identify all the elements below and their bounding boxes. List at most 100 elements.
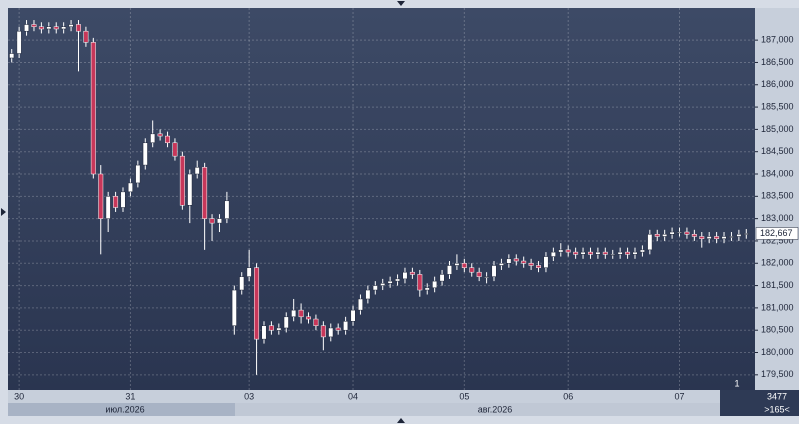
y-tick-label: 181,000 [761,302,794,312]
x-tick-label: 03 [244,391,254,401]
y-tick-label: 183,500 [761,191,794,201]
candle-body [684,231,690,235]
candle-body [395,278,401,282]
candle-body [402,271,408,280]
candle-body [469,267,475,273]
candle-body [632,251,638,255]
candle-body [476,271,482,277]
candle-body [68,24,74,27]
candle-body [61,26,67,30]
candle-body [24,24,30,32]
pane-number: 1 [734,378,739,388]
candle-body [372,285,378,291]
bar-count: 3477 [767,391,787,401]
candle-body [350,309,356,322]
y-tick-label: 179,500 [761,369,794,379]
candle-body [691,234,697,237]
y-tick-label: 186,000 [761,79,794,89]
y-tick-label: 185,000 [761,124,794,134]
handle[interactable] [1,208,6,216]
candle-body [209,218,215,224]
status-box [755,390,799,416]
candle-body [216,218,222,224]
candle-body [536,265,542,268]
candle-body [306,316,311,320]
candle-body [565,249,571,253]
candle-body [677,231,682,234]
y-tick-label: 182,000 [761,258,794,268]
candle-body [491,265,497,277]
x-axis-panel [8,390,720,403]
candle-body [365,289,371,300]
candle-body [543,256,549,268]
candle-body [90,42,96,175]
candle-body [743,233,749,235]
candle-body [239,276,245,291]
x-tick-label: 05 [459,391,469,401]
candle-body [528,263,534,266]
candle-body [558,249,564,253]
candle-body [261,325,267,340]
handle[interactable] [397,1,405,6]
candle-body [9,53,15,59]
candle-body [328,327,334,338]
candle-body [172,142,178,157]
x-tick-label: 07 [675,391,685,401]
candle-body [409,271,415,275]
candle-body [135,164,141,184]
candle-body [320,325,326,338]
candle-body [224,200,230,219]
candle-body [736,234,742,237]
candle-body [165,135,171,144]
y-tick-label: 180,000 [761,347,794,357]
candle-body [654,234,660,237]
candle-body [550,251,556,257]
candle-body [461,263,467,268]
last-price-box [755,227,799,240]
candle-body [506,258,512,264]
candle-body [283,316,289,329]
y-tick-label: 182,500 [761,235,794,245]
candle-body [439,274,445,282]
candle-body [357,298,363,311]
candle-body [573,251,579,255]
candle-body [268,325,274,331]
candle-body [194,167,200,175]
candle-body [714,236,720,239]
candle-body [142,142,148,166]
x-tick-label: 04 [348,391,358,401]
candle-body [83,30,89,43]
y-tick-label: 181,500 [761,280,794,290]
candle-body [706,236,712,239]
candle-body [454,263,460,266]
last-price-label: 182,667 [760,228,793,238]
candle-body [432,280,438,289]
candle-body [521,260,527,264]
candle-body [127,182,133,193]
y-tick-label: 185,500 [761,101,794,111]
candle-body [602,251,608,255]
handle[interactable] [397,418,405,423]
candle-body [76,24,81,32]
candle-body [380,283,386,286]
candle-body [38,26,44,30]
candle-body [31,24,37,27]
candle-body [417,274,423,291]
candle-body [291,309,297,318]
candle-body [387,280,393,284]
candle-body [617,251,623,255]
y-tick-label: 184,000 [761,168,794,178]
candle-body [343,321,349,331]
period-label: июл.2026 [105,404,144,414]
candle-body [610,254,616,256]
scroll-info: >165< [764,404,790,414]
period-band [8,403,235,416]
x-tick-label: 31 [125,391,135,401]
y-tick-label: 183,000 [761,213,794,223]
candle-body [313,318,319,326]
candle-body [447,265,452,275]
candle-body [625,251,631,255]
candle-body [276,327,282,331]
candle-body [669,231,675,235]
